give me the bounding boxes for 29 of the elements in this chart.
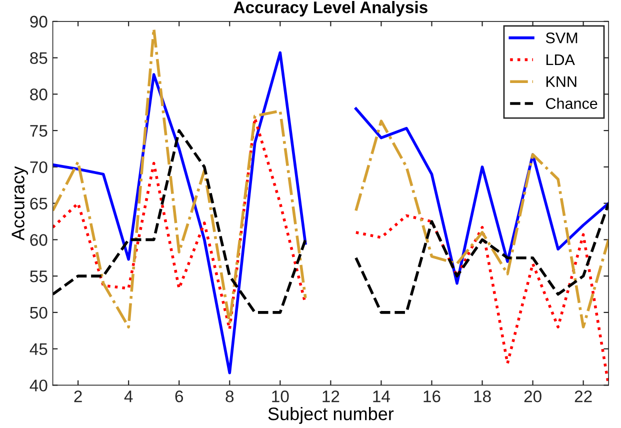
- x-tick-label: 14: [373, 390, 390, 402]
- y-tick-label: 90: [30, 16, 48, 28]
- y-tick-label: 75: [30, 125, 48, 137]
- legend-label: KNN: [546, 76, 576, 87]
- x-tick-label: 12: [322, 390, 340, 402]
- x-tick-label: 4: [124, 390, 133, 402]
- x-tick-label: 20: [524, 390, 542, 402]
- y-tick-label: 80: [30, 88, 48, 100]
- y-tick-label: 60: [30, 234, 48, 246]
- y-tick-label: 70: [30, 161, 48, 174]
- y-axis-title: Accuracy: [12, 166, 28, 240]
- x-axis-title: Subject number: [268, 406, 394, 424]
- x-tick-label: 8: [226, 390, 234, 402]
- x-tick-label: 16: [424, 390, 440, 402]
- y-tick-label: 65: [30, 198, 48, 210]
- x-tick-label: 6: [175, 390, 184, 402]
- x-tick-label: 10: [272, 390, 289, 402]
- chart-title: Accuracy Level Analysis: [234, 0, 428, 17]
- y-tick-label: 50: [30, 306, 48, 319]
- y-tick-label: 40: [30, 380, 48, 392]
- legend-label: LDA: [546, 54, 575, 66]
- x-tick-label: 18: [474, 390, 491, 402]
- y-tick-label: 45: [30, 343, 48, 356]
- y-tick-label: 55: [30, 270, 48, 282]
- y-tick-label: 85: [30, 52, 48, 64]
- x-tick-label: 22: [574, 390, 592, 402]
- x-tick-label: 2: [74, 390, 82, 402]
- legend-label: SVM: [546, 32, 578, 44]
- legend-label: Chance: [546, 98, 598, 109]
